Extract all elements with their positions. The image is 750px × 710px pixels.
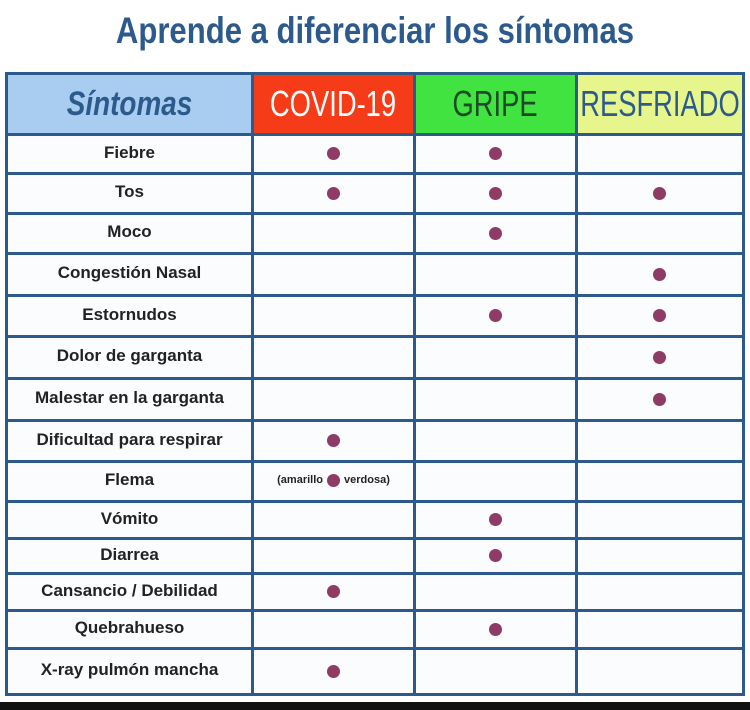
dot-marker-gripe	[488, 226, 502, 240]
header-resfriado-cell: RESFRIADO	[578, 75, 742, 133]
grid-hline	[5, 133, 745, 136]
header-gripe-label: GRIPE	[452, 83, 539, 124]
grid-hline	[5, 335, 745, 338]
bottom-border	[0, 702, 750, 710]
grid-hline	[5, 572, 745, 575]
grid-hline	[5, 693, 745, 696]
grid-vline	[5, 72, 8, 696]
dot-marker-resfriado	[653, 392, 666, 406]
page-title: Aprende a diferenciar los síntomas	[115, 10, 635, 51]
dot-marker-resfriado	[653, 309, 666, 322]
grid-hline	[5, 647, 745, 650]
dot-marker-gripe	[488, 622, 502, 636]
flema-note-before: (amarillo	[277, 474, 323, 486]
header-covid-label: COVID-19	[270, 83, 397, 124]
row-label-10: Vómito	[100, 508, 159, 528]
dot-marker-gripe	[488, 309, 502, 322]
grid-hline	[5, 500, 745, 503]
grid-hline	[5, 537, 745, 540]
row-label-11: Diarrea	[100, 544, 159, 564]
dot-marker-gripe	[488, 186, 502, 200]
dot-marker-covid	[326, 585, 340, 598]
grid-vline	[251, 72, 254, 696]
row-label-7: Malestar en la garganta	[35, 388, 224, 407]
dot-marker-covid	[326, 664, 340, 678]
row-label-8: Dificultad para respirar	[36, 429, 223, 449]
row-label-5: Estornudos	[82, 304, 177, 324]
grid-vline	[575, 72, 578, 696]
grid-hline	[5, 377, 745, 380]
row-label-2: Tos	[115, 182, 144, 201]
header-symptoms-label: Síntomas	[66, 84, 193, 123]
grid-hline	[5, 294, 745, 297]
header-covid-cell: COVID-19	[254, 75, 413, 133]
dot-marker-inline	[327, 473, 340, 487]
dot-marker-covid	[326, 147, 340, 160]
header-gripe-cell: GRIPE	[416, 75, 575, 133]
row-label-12: Cansancio / Debilidad	[41, 580, 218, 600]
grid-hline	[5, 212, 745, 215]
flema-note-after: verdosa)	[344, 474, 390, 486]
grid-hline	[5, 172, 745, 175]
flema-color-note: (amarillo verdosa)	[254, 460, 413, 500]
header-resfriado-label: RESFRIADO	[580, 83, 740, 124]
row-label-3: Moco	[107, 222, 152, 241]
row-label-1: Fiebre	[103, 142, 156, 162]
dot-marker-covid	[326, 186, 340, 200]
grid-hline	[5, 419, 745, 422]
dot-marker-covid	[326, 434, 340, 447]
row-label-9: Flema	[104, 470, 155, 489]
grid-vline	[742, 72, 745, 696]
dot-marker-resfriado	[653, 186, 666, 200]
row-label-6: Dolor de garganta	[56, 346, 203, 365]
grid-hline	[5, 609, 745, 612]
row-label-4: Congestión Nasal	[57, 263, 202, 282]
dot-marker-gripe	[488, 549, 502, 562]
dot-marker-resfriado	[653, 267, 666, 281]
header-symptoms-cell: Síntomas	[8, 75, 251, 133]
grid-hline	[5, 72, 745, 75]
grid-vline	[413, 72, 416, 696]
symptoms-table: Síntomas COVID-19 GRIPE RESFRIADO Fiebre Tos M…	[5, 72, 745, 696]
dot-marker-gripe	[488, 147, 502, 160]
grid-hline	[5, 252, 745, 255]
dot-marker-gripe	[488, 513, 502, 526]
row-label-14: X-ray pulmón mancha	[40, 660, 219, 679]
row-label-13: Quebrahueso	[74, 618, 185, 637]
grid-hline	[5, 460, 745, 463]
dot-marker-resfriado	[653, 350, 666, 364]
